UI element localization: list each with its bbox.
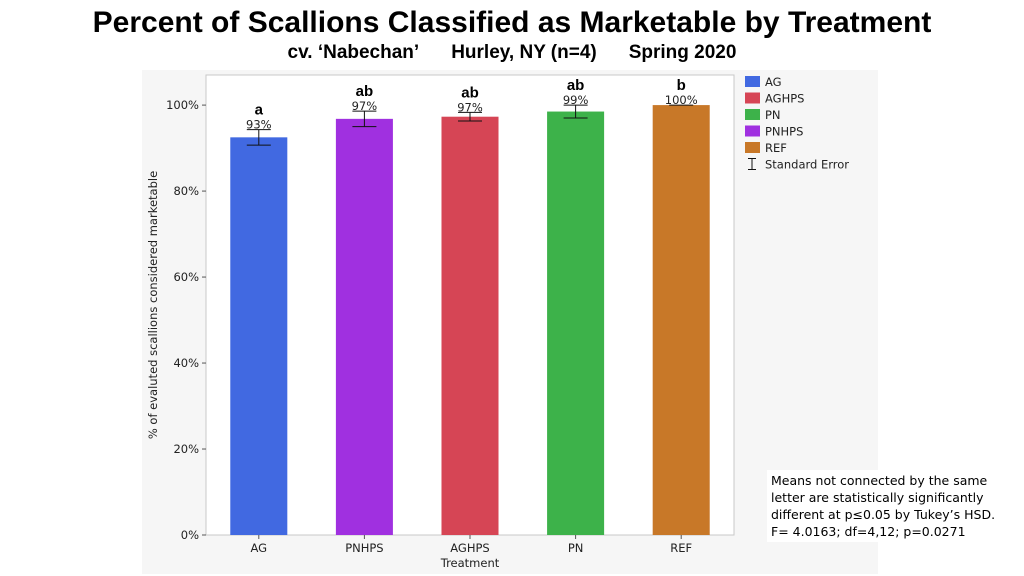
chart-subtitle: cv. ‘Nabechan’ Hurley, NY (n=4) Spring 202… (0, 42, 1024, 64)
y-tick-label: 20% (173, 442, 199, 456)
x-tick-label-pn: PN (568, 541, 584, 555)
bar-pn (547, 111, 605, 535)
legend-swatch-pnhps (745, 125, 760, 137)
subtitle-cultivar: cv. ‘Nabechan’ (287, 42, 420, 63)
bar-aghps (441, 116, 499, 536)
significance-letter-ag: a (255, 102, 264, 119)
note-line-3: different at p≤0.05 by Tukey’s HSD. (771, 507, 996, 522)
value-label-ag: 93% (246, 118, 272, 132)
significance-letter-aghps: ab (461, 84, 479, 101)
bar-pnhps (335, 118, 393, 535)
chart-panel: 0% 20% 40% 60% 80% 100% % of evaluted scallion… (142, 70, 878, 574)
value-label-pn: 99% (563, 93, 589, 107)
legend-label-aghps: AGHPS (765, 92, 804, 106)
note-line-2: letter are statistically significantly (771, 490, 984, 505)
y-axis-title: % of evaluted scallions considered marke… (146, 171, 160, 439)
bar-ref (652, 105, 710, 536)
y-tick-label: 100% (166, 98, 199, 112)
legend-label-pnhps: PNHPS (765, 125, 803, 139)
legend-swatch-aghps (745, 92, 760, 104)
x-tick-label-aghps: AGHPS (450, 541, 489, 555)
y-tick-label: 60% (173, 270, 199, 284)
value-label-pnhps: 97% (352, 99, 378, 113)
legend-label-standard-error: Standard Error (765, 158, 849, 172)
note-line-4: F= 4.0163; df=4,12; p=0.0271 (771, 524, 966, 539)
y-tick-label: 40% (173, 356, 199, 370)
significance-letter-pn: ab (567, 77, 585, 94)
legend-label-ag: AG (765, 75, 782, 89)
legend-swatch-ag (745, 76, 760, 87)
significance-letter-ref: b (677, 77, 686, 94)
legend-label-ref: REF (765, 141, 787, 155)
statistics-note: Means not connected by the same letter a… (767, 470, 1005, 542)
x-tick-label-ag: AG (251, 541, 268, 555)
chart-title: Percent of Scallions Classified as Marke… (92, 6, 932, 39)
legend-swatch-pn (745, 109, 760, 120)
bar-chart: 0% 20% 40% 60% 80% 100% % of evaluted scallion… (146, 74, 849, 570)
y-tick-label: 80% (173, 184, 199, 198)
value-label-aghps: 97% (457, 100, 483, 114)
subtitle-location: Hurley, NY (n=4) (451, 42, 597, 63)
note-line-1: Means not connected by the same (771, 473, 988, 488)
x-axis-title: Treatment (440, 556, 500, 570)
bar-ag (230, 137, 288, 535)
legend-swatch-ref (745, 142, 760, 153)
legend-label-pn: PN (765, 108, 781, 122)
significance-letter-pnhps: ab (356, 83, 374, 100)
x-tick-label-ref: REF (670, 541, 692, 555)
y-tick-label: 0% (181, 528, 199, 542)
value-label-ref: 100% (665, 93, 698, 107)
subtitle-season: Spring 2020 (628, 42, 737, 63)
x-tick-label-pnhps: PNHPS (345, 541, 383, 555)
